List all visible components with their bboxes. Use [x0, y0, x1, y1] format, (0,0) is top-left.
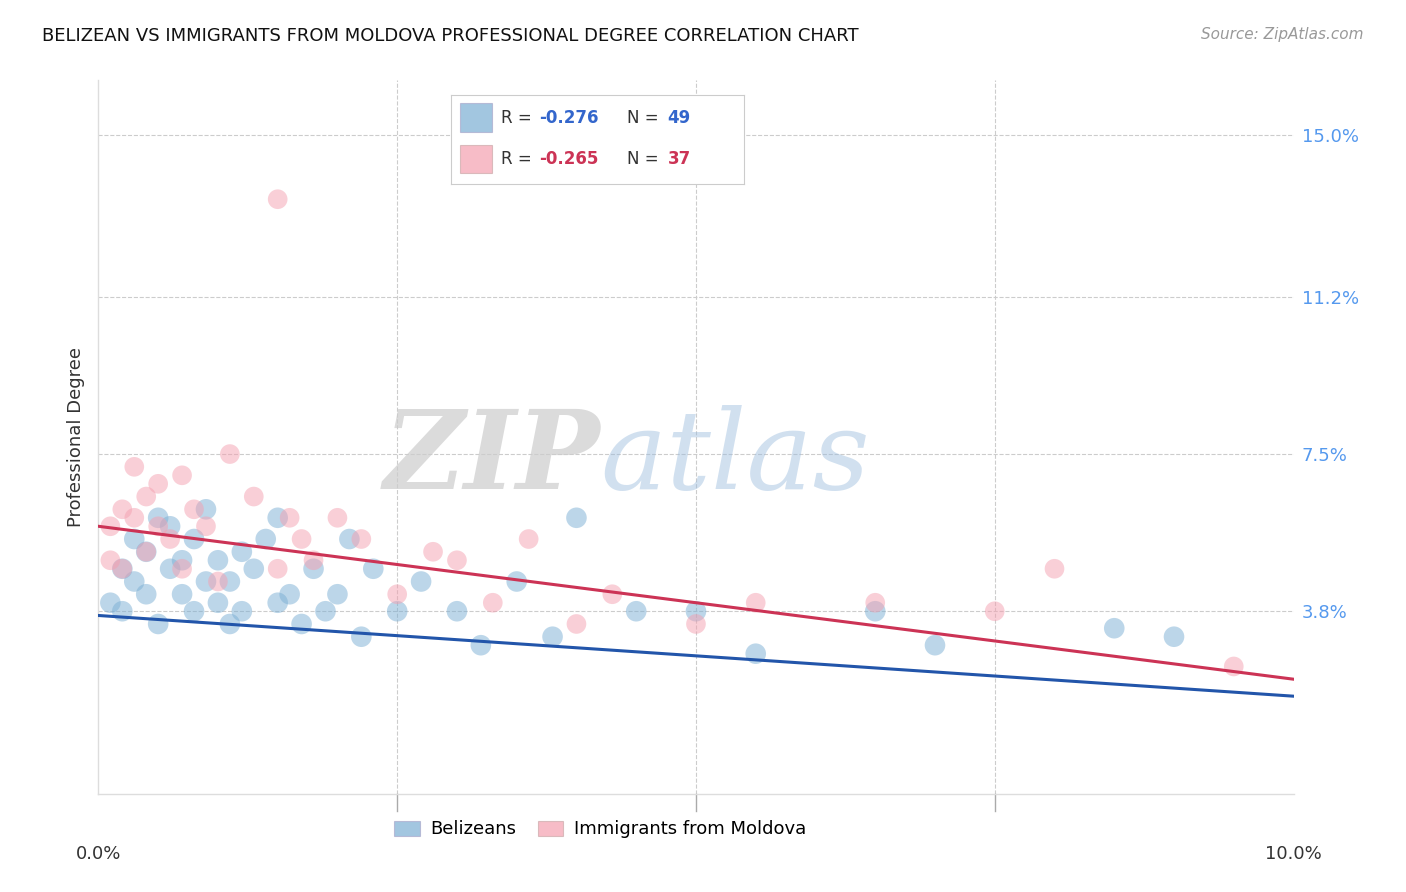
Point	[1104, 621, 1126, 635]
Point	[446, 553, 468, 567]
Point	[172, 553, 194, 567]
Point	[124, 459, 146, 474]
Point	[135, 545, 157, 559]
Point	[183, 604, 205, 618]
Legend: Belizeans, Immigrants from Moldova: Belizeans, Immigrants from Moldova	[387, 814, 814, 846]
Point	[207, 574, 229, 589]
Text: 0.0%: 0.0%	[76, 845, 121, 863]
Point	[148, 617, 170, 632]
Point	[254, 532, 277, 546]
Point	[219, 617, 242, 632]
Point	[315, 604, 337, 618]
Point	[183, 532, 205, 546]
Point	[98, 553, 122, 567]
Point	[111, 562, 134, 576]
Point	[602, 587, 624, 601]
Text: BELIZEAN VS IMMIGRANTS FROM MOLDOVA PROFESSIONAL DEGREE CORRELATION CHART: BELIZEAN VS IMMIGRANTS FROM MOLDOVA PROF…	[42, 27, 859, 45]
Point	[565, 617, 588, 632]
Point	[865, 596, 887, 610]
Point	[278, 587, 301, 601]
Point	[339, 532, 361, 546]
Point	[111, 604, 134, 618]
Point	[267, 596, 290, 610]
Point	[243, 562, 266, 576]
Point	[685, 604, 707, 618]
Point	[865, 604, 887, 618]
Point	[924, 638, 946, 652]
Point	[984, 604, 1007, 618]
Y-axis label: Professional Degree: Professional Degree	[66, 347, 84, 527]
Point	[267, 192, 290, 206]
Point	[195, 502, 218, 516]
Point	[219, 574, 242, 589]
Point	[745, 647, 768, 661]
Point	[565, 510, 588, 524]
Point	[124, 510, 146, 524]
Point	[267, 510, 290, 524]
Point	[231, 604, 253, 618]
Point	[135, 545, 157, 559]
Point	[207, 596, 229, 610]
Point	[183, 502, 205, 516]
Point	[195, 519, 218, 533]
Point	[148, 476, 170, 491]
Point	[326, 510, 349, 524]
Point	[685, 617, 707, 632]
Point	[159, 532, 181, 546]
Point	[148, 519, 170, 533]
Point	[98, 596, 122, 610]
Point	[302, 562, 325, 576]
Text: Source: ZipAtlas.com: Source: ZipAtlas.com	[1201, 27, 1364, 42]
Point	[411, 574, 433, 589]
Point	[267, 562, 290, 576]
Point	[243, 490, 266, 504]
Point	[207, 553, 229, 567]
Point	[135, 490, 157, 504]
Point	[446, 604, 468, 618]
Point	[111, 502, 134, 516]
Point	[124, 532, 146, 546]
Point	[219, 447, 242, 461]
Point	[385, 587, 409, 601]
Point	[278, 510, 301, 524]
Point	[626, 604, 648, 618]
Point	[517, 532, 540, 546]
Point	[159, 562, 181, 576]
Point	[506, 574, 529, 589]
Point	[745, 596, 768, 610]
Point	[422, 545, 444, 559]
Point	[172, 468, 194, 483]
Point	[172, 562, 194, 576]
Point	[111, 562, 134, 576]
Point	[231, 545, 253, 559]
Point	[385, 604, 409, 618]
Point	[302, 553, 325, 567]
Point	[124, 574, 146, 589]
Point	[159, 519, 181, 533]
Point	[363, 562, 385, 576]
Text: 10.0%: 10.0%	[1265, 845, 1322, 863]
Point	[541, 630, 564, 644]
Point	[350, 630, 373, 644]
Point	[482, 596, 505, 610]
Point	[291, 617, 314, 632]
Point	[1163, 630, 1185, 644]
Point	[148, 510, 170, 524]
Text: ZIP: ZIP	[384, 405, 600, 512]
Point	[1043, 562, 1066, 576]
Point	[326, 587, 349, 601]
Point	[172, 587, 194, 601]
Point	[1223, 659, 1246, 673]
Point	[135, 587, 157, 601]
Point	[350, 532, 373, 546]
Point	[195, 574, 218, 589]
Point	[291, 532, 314, 546]
Point	[470, 638, 492, 652]
Point	[98, 519, 122, 533]
Text: atlas: atlas	[600, 405, 870, 512]
